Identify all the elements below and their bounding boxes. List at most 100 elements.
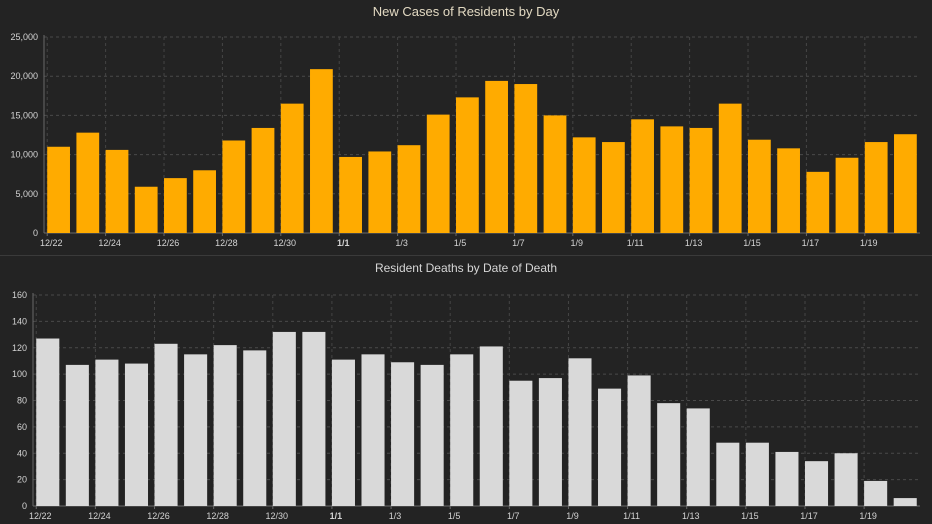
cases-bar-1-20[interactable] <box>894 134 917 233</box>
cases-y-tick-label: 15,000 <box>10 110 38 120</box>
deaths-y-tick-label: 20 <box>17 475 27 485</box>
deaths-x-tick-label: 12/22 <box>29 511 52 521</box>
deaths-bar-1-16[interactable] <box>775 451 799 506</box>
cases-chart: 0 5,000 10,000 15,000 20,000 25,000 12/22 12/24… <box>10 32 920 248</box>
cases-x-tick-label: 1/17 <box>802 238 820 248</box>
cases-bar-1-2[interactable] <box>368 151 392 233</box>
deaths-bar-1-9[interactable] <box>568 358 592 506</box>
deaths-bar-1-18[interactable] <box>834 453 858 506</box>
deaths-bar-1-5[interactable] <box>450 354 474 506</box>
deaths-x-tick-label: 1/5 <box>448 511 461 521</box>
deaths-bar-1-2[interactable] <box>361 354 385 506</box>
cases-x-tick-label: 1/15 <box>743 238 761 248</box>
cases-bar-1-15[interactable] <box>748 139 771 233</box>
deaths-bar-1-11[interactable] <box>627 375 651 506</box>
cases-x-tick-label: 1/7 <box>512 238 525 248</box>
cases-chart-panel: New Cases of Residents by Day 0 5,000 10,0… <box>0 0 932 256</box>
cases-bar-1-12[interactable] <box>660 126 684 233</box>
cases-y-tick-label: 20,000 <box>10 71 38 81</box>
deaths-y-tick-label: 60 <box>17 422 27 432</box>
deaths-x-tick-label: 12/28 <box>206 511 229 521</box>
deaths-bar-1-20[interactable] <box>893 498 917 506</box>
deaths-x-tick-label: 1/1 <box>330 511 343 521</box>
deaths-bar-1-7[interactable] <box>509 380 533 506</box>
deaths-bar-1-8[interactable] <box>538 378 562 506</box>
deaths-x-tick-label: 1/7 <box>507 511 520 521</box>
deaths-bar-12-28[interactable] <box>213 345 237 506</box>
cases-bar-12-22[interactable] <box>47 146 70 233</box>
cases-x-tick-label: 12/22 <box>40 238 63 248</box>
deaths-bar-1-10[interactable] <box>598 388 622 506</box>
cases-y-tick-label: 10,000 <box>10 150 38 160</box>
cases-bar-12-28[interactable] <box>222 140 246 233</box>
cases-bar-1-1[interactable] <box>339 156 362 233</box>
deaths-bar-12-27[interactable] <box>184 354 208 506</box>
cases-bar-1-7[interactable] <box>514 84 538 233</box>
deaths-bar-1-17[interactable] <box>804 461 829 506</box>
deaths-bar-1-15[interactable] <box>745 442 769 506</box>
cases-x-tick-label: 1/11 <box>627 238 644 248</box>
cases-bar-1-6[interactable] <box>485 80 508 234</box>
cases-bar-1-17[interactable] <box>806 171 830 233</box>
deaths-bar-1-6[interactable] <box>479 346 503 506</box>
cases-x-tick-label: 1/1 <box>337 238 350 248</box>
cases-bar-1-11[interactable] <box>631 119 654 233</box>
deaths-chart: 0 20 40 60 80 100 120 140 160 12/22 12/24 12/26 12/2… <box>12 290 920 521</box>
cases-bar-1-19[interactable] <box>864 142 888 233</box>
deaths-bar-12-31[interactable] <box>302 331 326 506</box>
deaths-x-tick-label: 12/30 <box>266 511 289 521</box>
cases-bar-1-8[interactable] <box>543 115 567 233</box>
deaths-y-tick-label: 140 <box>12 316 27 326</box>
deaths-x-tick-label: 1/13 <box>682 511 700 521</box>
cases-bar-1-4[interactable] <box>426 114 450 233</box>
deaths-bar-12-25[interactable] <box>124 363 149 506</box>
deaths-bar-1-3[interactable] <box>391 362 415 506</box>
deaths-bar-12-22[interactable] <box>36 338 60 506</box>
cases-bar-1-9[interactable] <box>572 137 596 233</box>
cases-bar-1-18[interactable] <box>835 157 859 233</box>
deaths-bar-1-12[interactable] <box>657 403 681 506</box>
deaths-x-tick-label: 1/11 <box>623 511 640 521</box>
deaths-bar-1-4[interactable] <box>420 364 444 506</box>
deaths-y-tick-label: 160 <box>12 290 27 300</box>
deaths-bar-12-29[interactable] <box>243 350 267 506</box>
cases-x-tick-label: 1/3 <box>395 238 408 248</box>
deaths-x-tick-label: 12/24 <box>88 511 111 521</box>
cases-bar-1-10[interactable] <box>602 142 625 233</box>
deaths-bar-12-24[interactable] <box>95 359 119 506</box>
deaths-x-tick-label: 1/17 <box>800 511 818 521</box>
cases-x-tick-label: 1/19 <box>860 238 878 248</box>
deaths-bar-1-13[interactable] <box>686 408 710 506</box>
cases-bar-12-23[interactable] <box>76 132 100 233</box>
cases-chart-title: New Cases of Residents by Day <box>372 4 560 19</box>
cases-x-tick-label: 1/13 <box>685 238 703 248</box>
deaths-bar-12-26[interactable] <box>154 343 178 506</box>
cases-bar-1-16[interactable] <box>777 148 800 233</box>
cases-x-tick-label: 12/24 <box>98 238 121 248</box>
deaths-chart-title: Resident Deaths by Date of Death <box>374 261 558 275</box>
cases-y-tick-label: 25,000 <box>10 32 38 42</box>
cases-bar-12-30[interactable] <box>280 103 304 233</box>
deaths-bar-1-14[interactable] <box>716 442 740 506</box>
cases-bar-12-27[interactable] <box>193 170 216 233</box>
deaths-x-tick-label: 1/3 <box>389 511 402 521</box>
deaths-bar-12-30[interactable] <box>272 331 296 506</box>
cases-bar-1-13[interactable] <box>689 127 713 233</box>
deaths-x-tick-label: 1/19 <box>859 511 877 521</box>
cases-bar-1-14[interactable] <box>718 103 742 233</box>
cases-bar-12-31[interactable] <box>310 69 333 233</box>
cases-x-tick-label: 1/9 <box>571 238 584 248</box>
deaths-x-tick-label: 1/15 <box>741 511 759 521</box>
deaths-y-tick-label: 120 <box>12 343 27 353</box>
deaths-bar-1-19[interactable] <box>864 480 888 506</box>
cases-y-tick-label: 5,000 <box>15 189 38 199</box>
cases-bar-12-24[interactable] <box>105 149 129 233</box>
deaths-bar-12-23[interactable] <box>65 364 89 506</box>
deaths-bar-1-1[interactable] <box>331 359 355 506</box>
cases-bar-1-3[interactable] <box>397 145 421 233</box>
deaths-y-tick-label: 40 <box>17 448 27 458</box>
cases-bar-12-25[interactable] <box>134 186 158 233</box>
cases-bar-12-29[interactable] <box>251 127 275 233</box>
cases-bar-1-5[interactable] <box>456 97 479 233</box>
cases-bar-12-26[interactable] <box>164 178 187 233</box>
